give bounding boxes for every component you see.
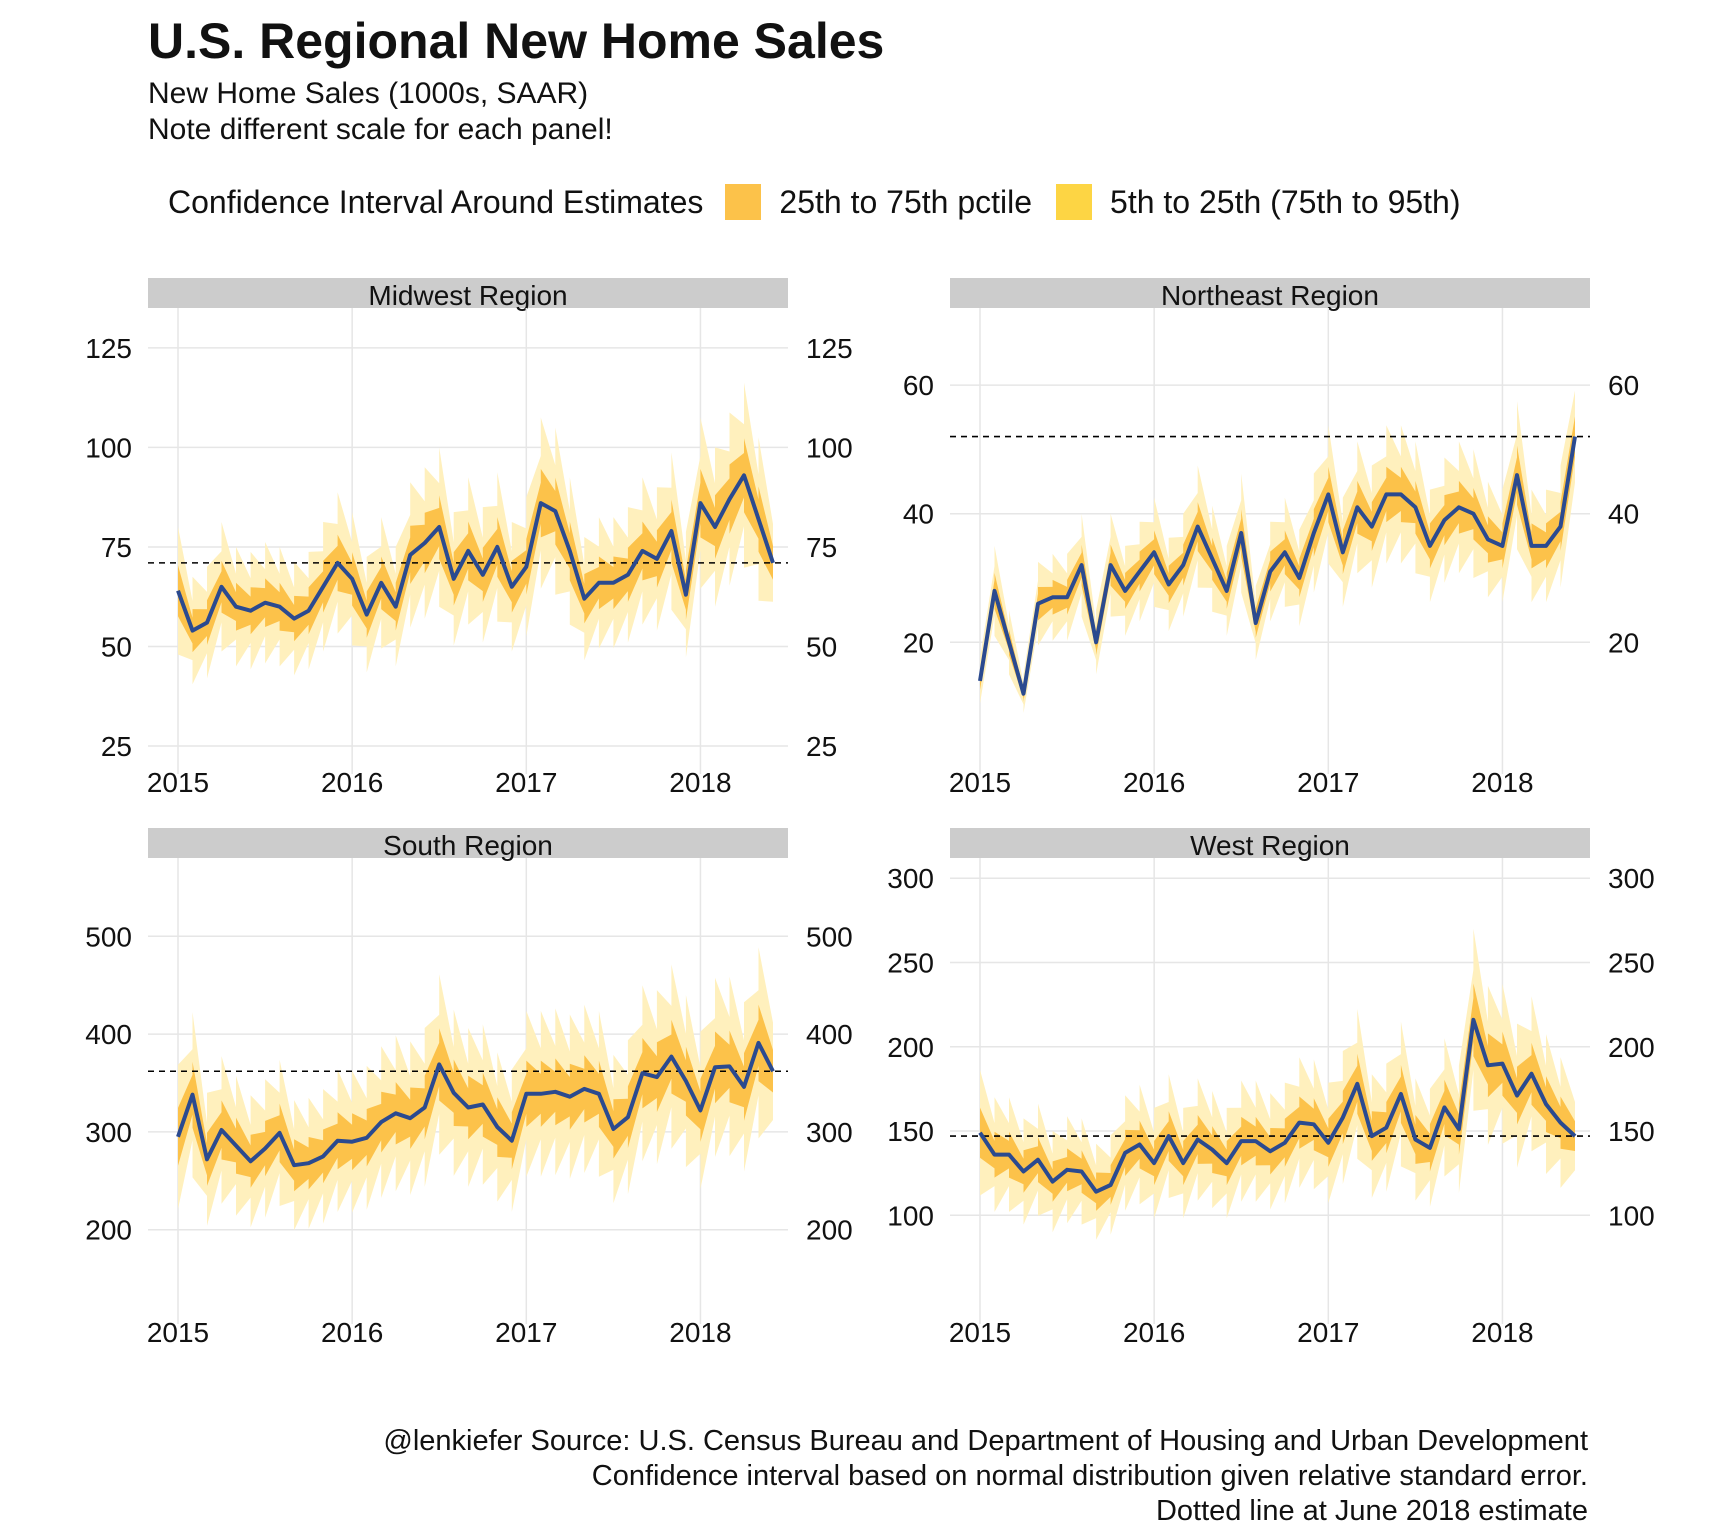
y-tick-label-right: 200 xyxy=(806,1215,853,1246)
panel-south-region: South Region 200 200 300 300 400 400 500 500 2015… xyxy=(85,828,853,1348)
y-tick-label-left: 300 xyxy=(85,1117,132,1148)
x-tick-label: 2018 xyxy=(669,1317,731,1348)
x-tick-label: 2015 xyxy=(147,1317,209,1348)
y-tick-label-right: 200 xyxy=(1608,1032,1655,1063)
y-tick-label-right: 300 xyxy=(1608,863,1655,894)
y-tick-label-right: 100 xyxy=(1608,1200,1655,1231)
y-tick-label-left: 250 xyxy=(887,947,934,978)
panel-west-region: West Region 100 100 150 150 200 200 250 250 300 30… xyxy=(887,828,1655,1348)
outer-confidence-band xyxy=(980,928,1575,1240)
y-tick-label-left: 25 xyxy=(101,731,132,762)
y-tick-label-left: 200 xyxy=(887,1032,934,1063)
panel-strip xyxy=(148,828,788,858)
x-tick-label: 2015 xyxy=(147,767,209,798)
x-tick-label: 2017 xyxy=(495,1317,557,1348)
outer-confidence-band xyxy=(178,382,773,685)
x-tick-label: 2016 xyxy=(321,767,383,798)
series-line xyxy=(978,436,1577,696)
y-tick-label-right: 40 xyxy=(1608,499,1639,530)
y-tick-label-right: 75 xyxy=(806,532,837,563)
panel-strip xyxy=(950,278,1590,308)
x-tick-label: 2017 xyxy=(495,767,557,798)
caption: @lenkiefer Source: U.S. Census Bureau an… xyxy=(383,1424,1588,1529)
inner-confidence-band xyxy=(980,403,1575,702)
subtitle-line-2: Note different scale for each panel! xyxy=(148,113,613,146)
x-tick-label: 2017 xyxy=(1297,767,1359,798)
y-tick-label-left: 50 xyxy=(101,631,132,662)
x-tick-label: 2015 xyxy=(949,767,1011,798)
y-tick-label-left: 300 xyxy=(887,863,934,894)
inner-confidence-band xyxy=(178,438,773,653)
outer-confidence-band xyxy=(980,353,1575,713)
y-tick-label-right: 25 xyxy=(806,731,837,762)
y-tick-label-right: 400 xyxy=(806,1019,853,1050)
y-tick-label-right: 60 xyxy=(1608,370,1639,401)
y-tick-label-right: 100 xyxy=(806,432,853,463)
x-tick-label: 2016 xyxy=(321,1317,383,1348)
x-tick-label: 2017 xyxy=(1297,1317,1359,1348)
legend-swatch-inner xyxy=(725,184,762,220)
panel-strip xyxy=(148,278,788,308)
panel-northeast-region: Northeast Region 20 20 40 40 60 60 2015 2016 2017… xyxy=(903,278,1639,798)
series-line xyxy=(978,1017,1577,1194)
legend-swatch-outer xyxy=(1056,184,1093,220)
y-tick-label-left: 75 xyxy=(101,532,132,563)
panel-strip-label: Northeast Region xyxy=(1161,280,1379,311)
legend-title: Confidence Interval Around Estimates xyxy=(168,183,704,220)
y-tick-label-left: 150 xyxy=(887,1116,934,1147)
x-tick-label: 2016 xyxy=(1123,1317,1185,1348)
series-line xyxy=(176,473,775,633)
caption-line-1: @lenkiefer Source: U.S. Census Bureau an… xyxy=(383,1425,1588,1457)
y-tick-label-left: 40 xyxy=(903,499,934,530)
panel-strip-label: South Region xyxy=(383,830,553,861)
y-tick-label-right: 250 xyxy=(1608,947,1655,978)
y-tick-label-right: 50 xyxy=(806,631,837,662)
y-tick-label-left: 125 xyxy=(85,333,132,364)
subtitle-line-1: New Home Sales (1000s, SAAR) xyxy=(148,77,589,110)
caption-line-2: Confidence interval based on normal dist… xyxy=(591,1460,1588,1492)
y-tick-label-left: 20 xyxy=(903,627,934,658)
y-tick-label-right: 125 xyxy=(806,333,853,364)
chart-subtitle: New Home Sales (1000s, SAAR) Note differ… xyxy=(148,76,613,148)
x-tick-label: 2015 xyxy=(949,1317,1011,1348)
y-tick-label-left: 60 xyxy=(903,370,934,401)
y-tick-label-left: 100 xyxy=(887,1200,934,1231)
panel-strip-label: Midwest Region xyxy=(368,280,567,311)
x-tick-label: 2016 xyxy=(1123,767,1185,798)
x-tick-label: 2018 xyxy=(669,767,731,798)
series-line xyxy=(176,1040,775,1168)
y-tick-label-right: 20 xyxy=(1608,627,1639,658)
x-tick-label: 2018 xyxy=(1471,1317,1533,1348)
inner-confidence-band xyxy=(178,1004,773,1192)
panel-strip xyxy=(950,828,1590,858)
x-tick-label: 2018 xyxy=(1471,767,1533,798)
caption-line-3: Dotted line at June 2018 estimate xyxy=(1155,1495,1588,1527)
chart-title: U.S. Regional New Home Sales xyxy=(148,13,885,69)
y-tick-label-left: 100 xyxy=(85,432,132,463)
panel-midwest-region: Midwest Region 25 25 50 50 75 75 100 100 125 125 20… xyxy=(85,278,853,798)
y-tick-label-left: 400 xyxy=(85,1019,132,1050)
y-tick-label-right: 500 xyxy=(806,921,853,952)
y-tick-label-right: 150 xyxy=(1608,1116,1655,1147)
inner-confidence-band xyxy=(980,983,1575,1211)
legend-label-inner: 25th to 75th pctile xyxy=(779,183,1033,220)
y-tick-label-left: 500 xyxy=(85,921,132,952)
y-tick-label-right: 300 xyxy=(806,1117,853,1148)
y-tick-label-left: 200 xyxy=(85,1215,132,1246)
panel-strip-label: West Region xyxy=(1190,830,1350,861)
legend-label-outer: 5th to 25th (75th to 95th) xyxy=(1110,183,1461,220)
legend: Confidence Interval Around Estimates 25t… xyxy=(168,180,1485,224)
